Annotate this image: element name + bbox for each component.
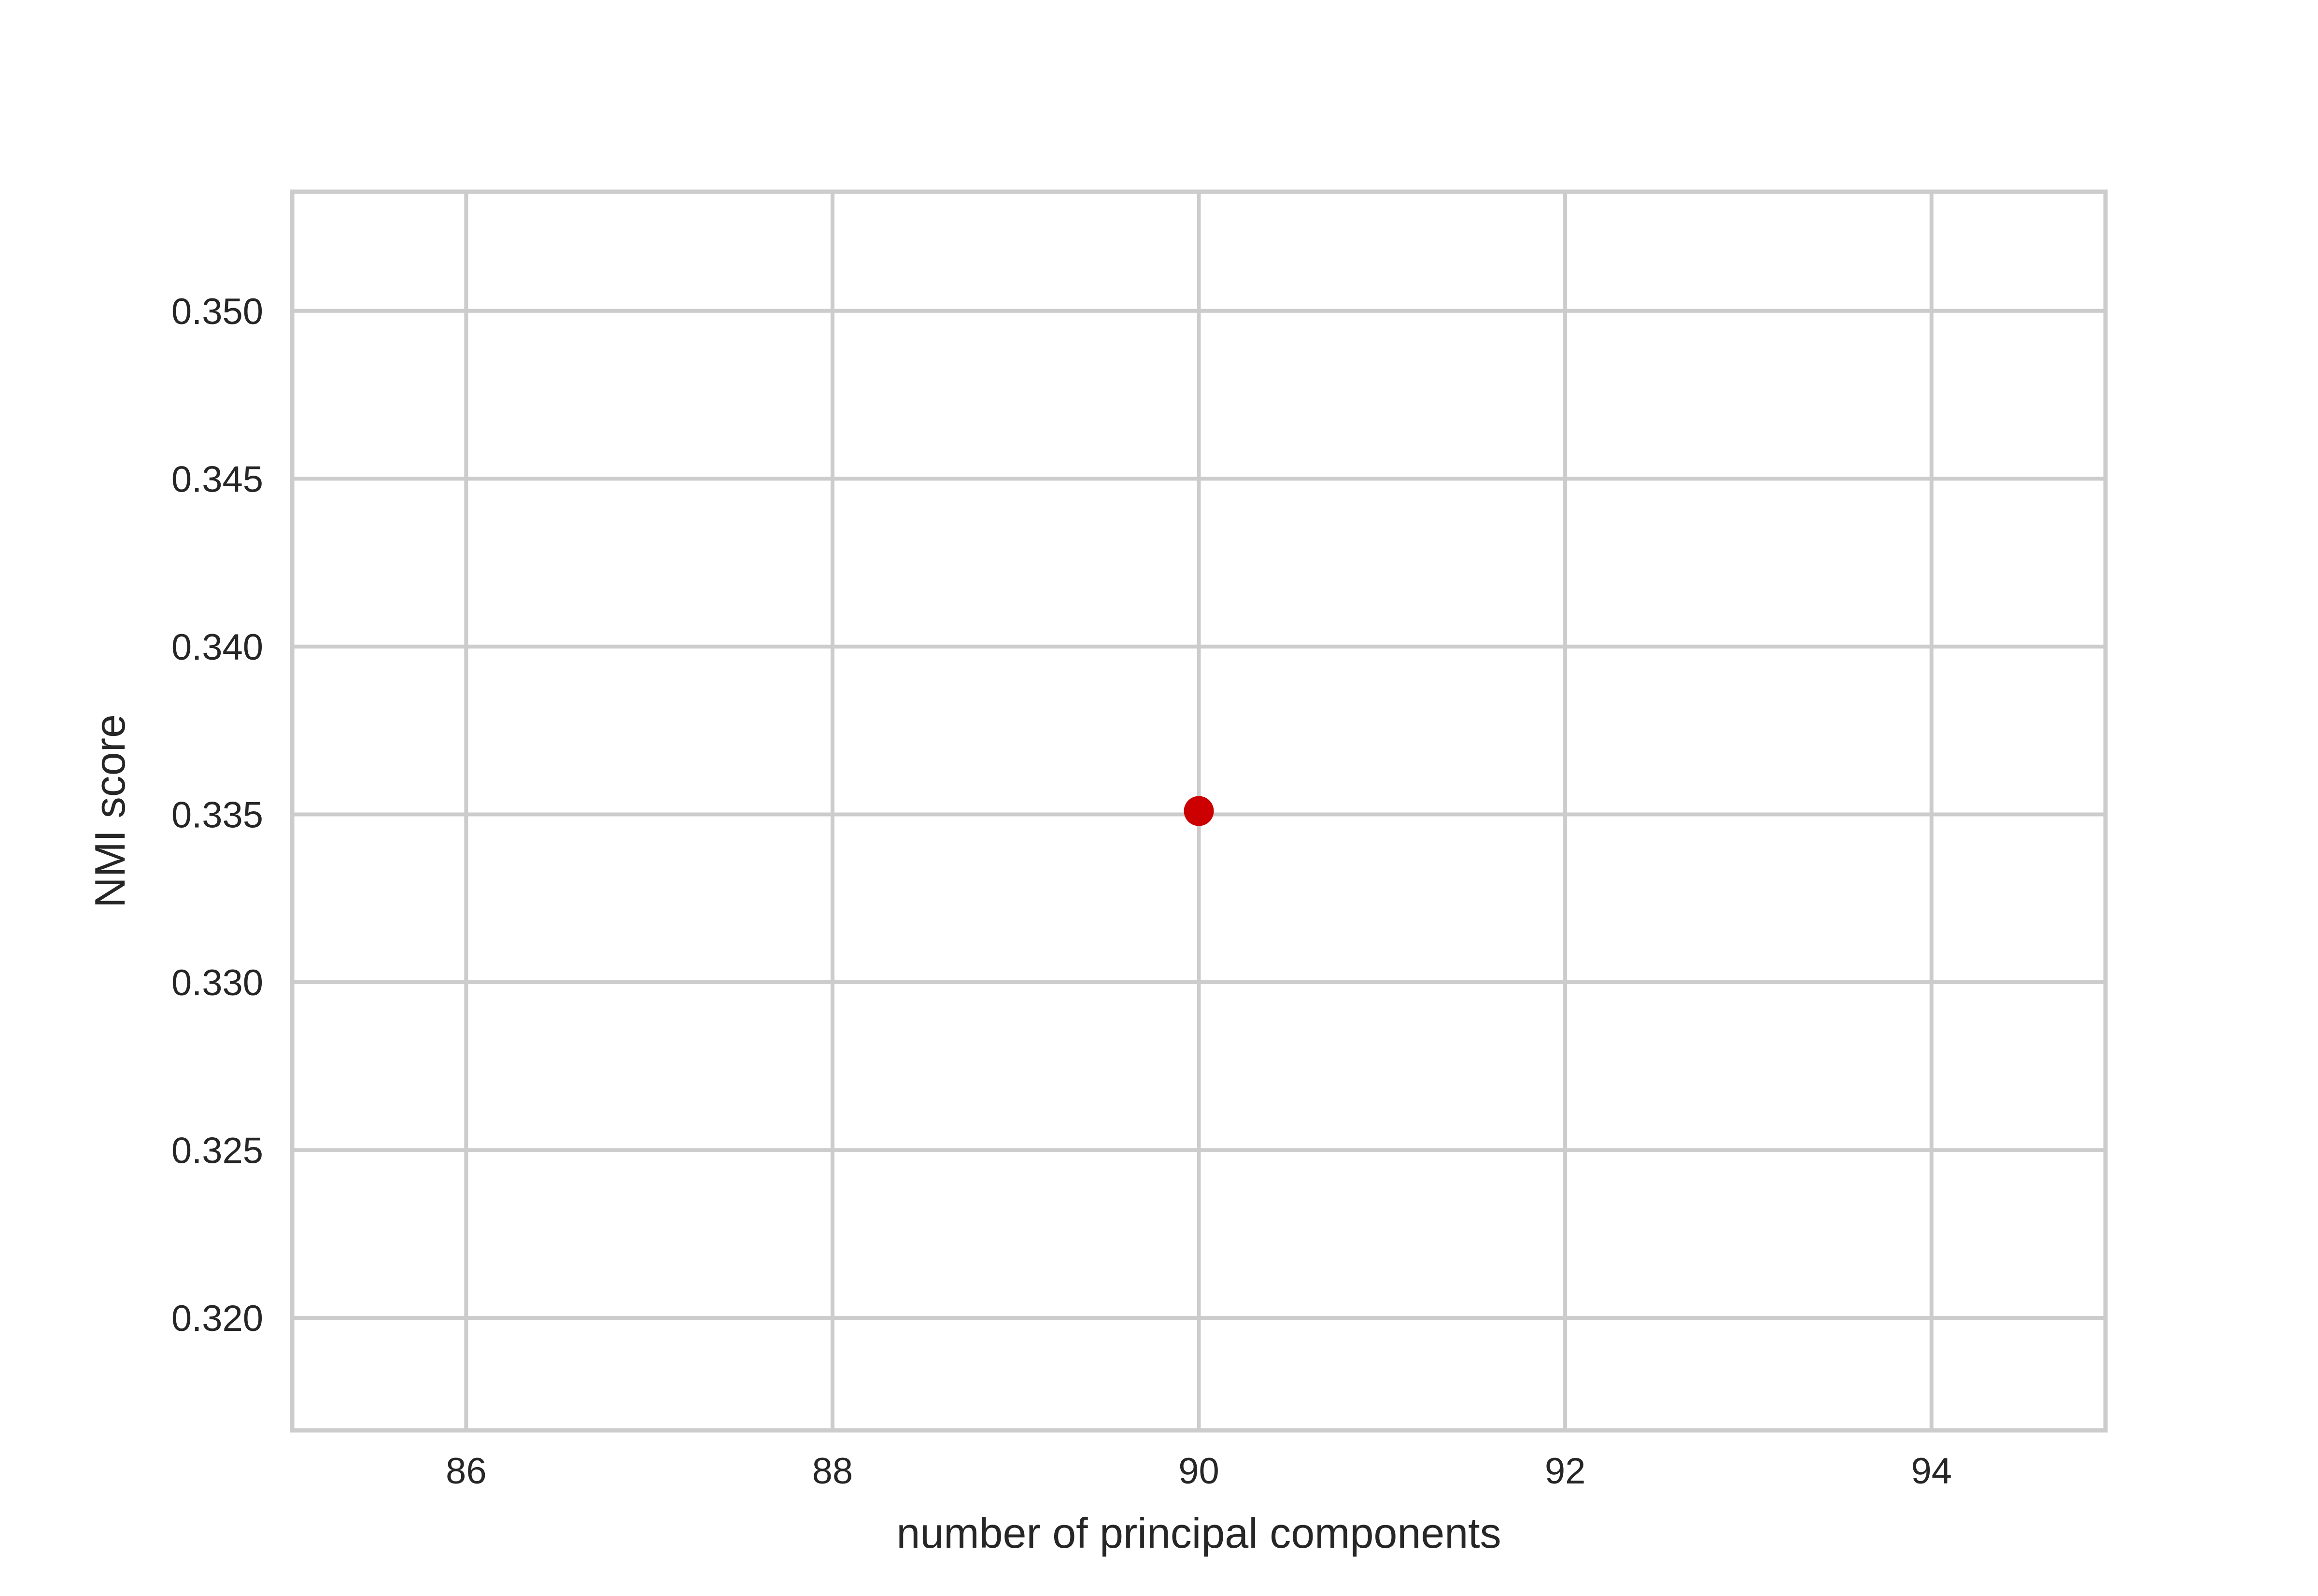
y-tick-label: 0.350 [171, 291, 263, 332]
x-tick-label: 90 [1178, 1451, 1219, 1492]
x-tick-label: 94 [1911, 1451, 1952, 1492]
y-tick-label: 0.325 [171, 1130, 263, 1172]
y-tick-label: 0.320 [171, 1298, 263, 1339]
y-axis-label: NMI score [86, 714, 134, 908]
x-tick-label: 86 [446, 1451, 487, 1492]
x-tick-label: 88 [812, 1451, 853, 1492]
x-axis-label: number of principal components [896, 1509, 1501, 1557]
y-tick-label: 0.340 [171, 627, 263, 668]
x-tick-label: 92 [1545, 1451, 1586, 1492]
y-tick-label: 0.330 [171, 962, 263, 1003]
data-point [1184, 796, 1214, 826]
y-tick-label: 0.335 [171, 794, 263, 835]
data-points [1184, 796, 1214, 826]
y-tick-label: 0.345 [171, 459, 263, 500]
plot-frame [290, 189, 2108, 1433]
tick-labels: 86 88 90 92 94 0.320 0.325 0.330 0.335 0.340 0.345… [171, 291, 1952, 1492]
